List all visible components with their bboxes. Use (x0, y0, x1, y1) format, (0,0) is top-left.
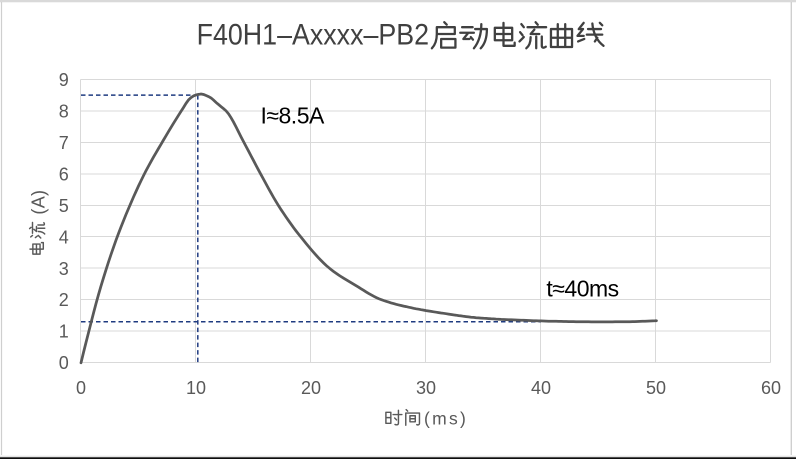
svg-text:t≈40ms: t≈40ms (546, 275, 618, 301)
svg-text:(ms): (ms) (424, 408, 468, 428)
svg-text:0: 0 (59, 353, 69, 373)
svg-text:F40H1–Axxxx–PB2: F40H1–Axxxx–PB2 (197, 18, 430, 51)
svg-text:2: 2 (59, 290, 69, 310)
svg-text:1: 1 (59, 322, 69, 342)
svg-text:3: 3 (59, 259, 69, 279)
svg-text:6: 6 (59, 165, 69, 185)
svg-text:60: 60 (761, 378, 781, 398)
svg-text:8: 8 (59, 102, 69, 122)
svg-text:40: 40 (531, 378, 551, 398)
svg-text:I≈8.5A: I≈8.5A (261, 103, 325, 129)
svg-text:20: 20 (301, 378, 321, 398)
svg-text:30: 30 (416, 378, 436, 398)
svg-text:50: 50 (646, 378, 666, 398)
svg-text:9: 9 (59, 70, 69, 90)
svg-text:4: 4 (59, 227, 69, 247)
svg-text:0: 0 (76, 378, 86, 398)
svg-text:10: 10 (186, 378, 206, 398)
svg-text:5: 5 (59, 196, 69, 216)
svg-text:(A): (A) (28, 190, 48, 215)
svg-text:7: 7 (59, 133, 69, 153)
